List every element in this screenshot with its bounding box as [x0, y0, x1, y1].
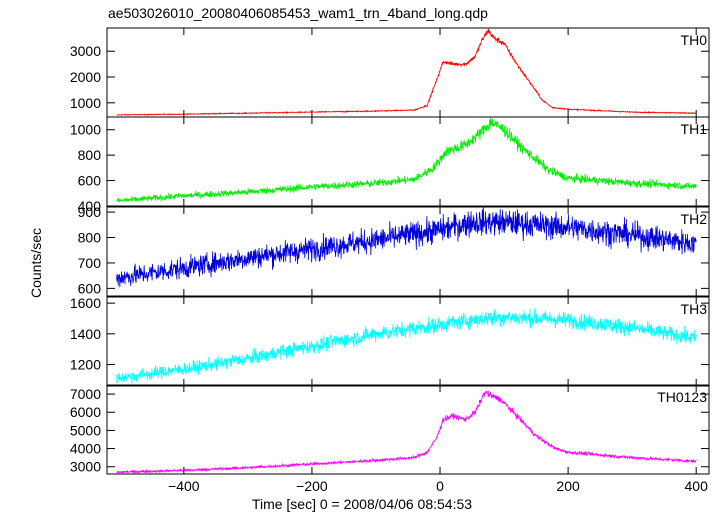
y-tick-label: 6000 [70, 404, 101, 420]
x-tick-label: 400 [685, 478, 709, 494]
y-tick-label: 3000 [70, 459, 101, 475]
x-tick-label: 0 [436, 478, 444, 494]
series-line-th2 [116, 207, 697, 288]
y-tick-label: 7000 [70, 386, 101, 402]
x-tick-label: −200 [296, 478, 328, 494]
panel-label: TH0 [681, 32, 708, 48]
y-tick-label: 600 [78, 173, 102, 189]
panel-frame [106, 296, 710, 387]
panel-label: TH3 [681, 301, 708, 317]
y-tick-label: 800 [78, 230, 102, 246]
y-tick-label: 4000 [70, 441, 101, 457]
x-tick-label: 200 [556, 478, 580, 494]
series-line-th0 [116, 28, 697, 117]
panel-label: TH2 [681, 211, 708, 227]
panel-label: TH1 [681, 121, 708, 137]
panel-label: TH0123 [657, 389, 707, 405]
y-tick-label: 700 [78, 255, 102, 271]
panel-frame [106, 116, 710, 207]
x-axis-label: Time [sec] 0 = 2008/04/06 08:54:53 [251, 496, 473, 512]
y-tick-label: 3000 [70, 43, 101, 59]
y-tick-label: 800 [78, 147, 102, 163]
chart-title: ae503026010_20080406085453_wam1_trn_4ban… [108, 5, 488, 21]
y-tick-label: 1400 [70, 326, 101, 342]
y-tick-label: 1000 [70, 122, 101, 138]
y-tick-label: 1000 [70, 95, 101, 111]
y-tick-label: 5000 [70, 422, 101, 438]
y-tick-label: 2000 [70, 69, 101, 85]
y-tick-label: 900 [78, 204, 102, 220]
series-line-th3 [116, 308, 697, 384]
panel-frame [106, 384, 710, 475]
x-tick-label: −400 [168, 478, 200, 494]
y-tick-label: 1600 [70, 295, 101, 311]
y-tick-label: 400 [78, 198, 102, 214]
y-axis-label: Counts/sec [28, 227, 44, 299]
y-tick-label: 1200 [70, 357, 101, 373]
panel-frame [106, 206, 710, 297]
series-line-th0123 [116, 390, 697, 474]
panel-frame [106, 27, 710, 118]
y-tick-label: 600 [78, 280, 102, 296]
series-line-th1 [116, 117, 697, 203]
